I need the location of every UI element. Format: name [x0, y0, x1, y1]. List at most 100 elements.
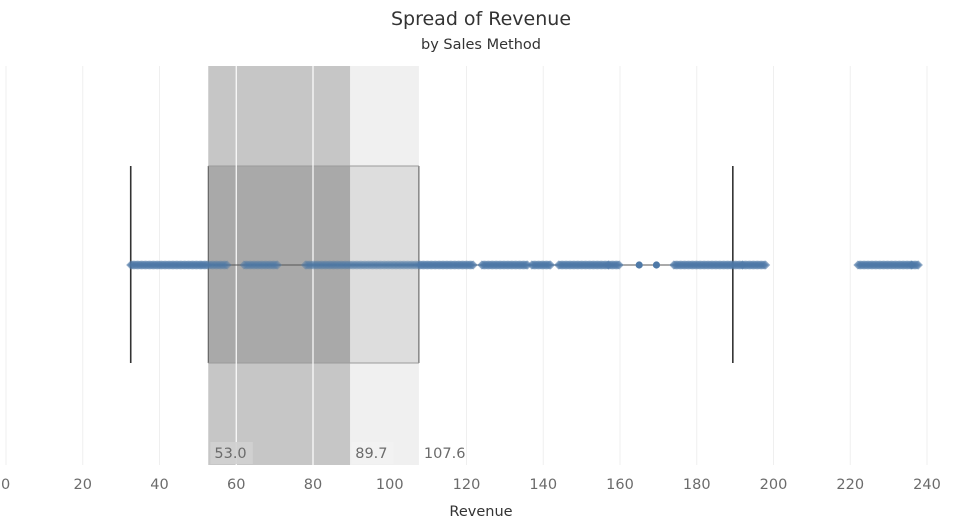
- data-point: [378, 260, 388, 270]
- data-point: [322, 260, 332, 270]
- data-point: [346, 260, 356, 270]
- data-point: [217, 260, 227, 270]
- data-point: [652, 261, 661, 269]
- data-point: [334, 260, 344, 270]
- x-tick-label: 60: [227, 477, 245, 493]
- data-point: [306, 260, 316, 270]
- data-point: [206, 260, 216, 270]
- data-point: [203, 260, 214, 270]
- data-point: [215, 260, 226, 270]
- stat-labels: 53.0 89.7 107.6: [210, 442, 465, 464]
- data-point: [241, 260, 252, 270]
- data-point: [404, 260, 414, 270]
- data-point: [300, 260, 310, 270]
- data-point: [316, 260, 327, 270]
- data-point: [367, 260, 378, 270]
- data-point: [268, 260, 279, 270]
- data-point: [221, 260, 231, 270]
- data-point: [385, 260, 395, 270]
- data-point: [272, 260, 283, 270]
- data-point: [256, 260, 267, 270]
- data-point: [381, 260, 391, 270]
- x-tick-label: 140: [529, 477, 557, 493]
- data-point: [323, 260, 333, 270]
- data-point: [389, 260, 399, 270]
- data-point: [397, 260, 407, 270]
- data-point: [365, 260, 375, 270]
- data-point: [347, 260, 357, 270]
- data-point: [266, 260, 276, 270]
- data-point: [310, 260, 320, 270]
- data-point: [244, 260, 254, 270]
- data-point: [240, 260, 250, 270]
- x-tick-label: 20: [74, 477, 92, 493]
- data-point: [362, 260, 372, 270]
- data-point: [202, 260, 212, 270]
- data-point: [211, 260, 222, 270]
- data-point: [315, 260, 325, 270]
- stat-label-bg: [210, 442, 253, 464]
- data-point: [374, 260, 384, 270]
- data-point: [343, 260, 353, 270]
- data-point: [210, 260, 220, 270]
- data-point: [328, 260, 339, 270]
- data-point: [205, 260, 215, 270]
- data-point: [214, 260, 224, 270]
- data-point: [363, 260, 374, 270]
- data-point: [263, 260, 273, 270]
- data-point: [218, 260, 228, 270]
- data-point: [304, 260, 314, 270]
- stat-label-53.0: 53.0: [214, 446, 246, 462]
- stat-label-89.7: 89.7: [355, 446, 387, 462]
- data-point: [396, 260, 406, 270]
- data-point: [331, 260, 341, 270]
- data-point: [324, 260, 335, 270]
- data-point: [254, 260, 264, 270]
- data-point: [357, 260, 367, 270]
- data-point: [239, 260, 249, 270]
- data-point: [222, 260, 232, 270]
- data-point: [353, 260, 363, 270]
- data-point: [369, 260, 379, 270]
- data-point: [342, 260, 352, 270]
- data-point: [392, 260, 402, 270]
- data-point: [251, 260, 261, 270]
- data-point: [614, 260, 624, 270]
- data-point: [209, 260, 219, 270]
- data-point: [311, 260, 321, 270]
- data-point: [335, 260, 345, 270]
- data-point: [366, 260, 376, 270]
- data-point: [401, 260, 411, 270]
- data-point: [402, 260, 413, 270]
- x-axis-label: Revenue: [449, 504, 513, 520]
- data-point: [246, 260, 256, 270]
- x-tick-label: 180: [683, 477, 711, 493]
- x-tick-label: 0: [1, 477, 10, 493]
- data-point: [338, 260, 348, 270]
- data-point: [326, 260, 336, 270]
- x-tick-label: 200: [760, 477, 788, 493]
- data-point: [312, 260, 323, 270]
- data-point: [271, 260, 281, 270]
- data-point: [260, 260, 271, 270]
- data-point: [320, 260, 331, 270]
- data-points: [126, 260, 923, 270]
- data-point: [394, 260, 404, 270]
- data-point: [358, 260, 368, 270]
- data-point: [248, 260, 258, 270]
- data-point: [354, 260, 364, 270]
- data-point: [207, 260, 218, 270]
- data-point: [308, 260, 319, 270]
- data-point: [761, 260, 771, 270]
- data-point: [219, 260, 230, 270]
- data-point: [400, 260, 410, 270]
- data-point: [345, 260, 355, 270]
- data-point: [258, 260, 268, 270]
- data-point: [307, 260, 317, 270]
- data-point: [213, 260, 223, 270]
- data-point: [350, 260, 360, 270]
- data-point: [330, 260, 340, 270]
- stat-label-bg: [351, 442, 394, 464]
- data-point: [336, 260, 347, 270]
